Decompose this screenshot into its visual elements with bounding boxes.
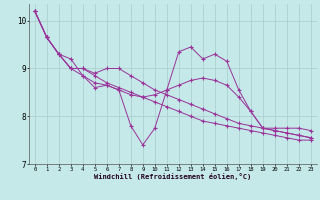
X-axis label: Windchill (Refroidissement éolien,°C): Windchill (Refroidissement éolien,°C) bbox=[94, 173, 252, 180]
